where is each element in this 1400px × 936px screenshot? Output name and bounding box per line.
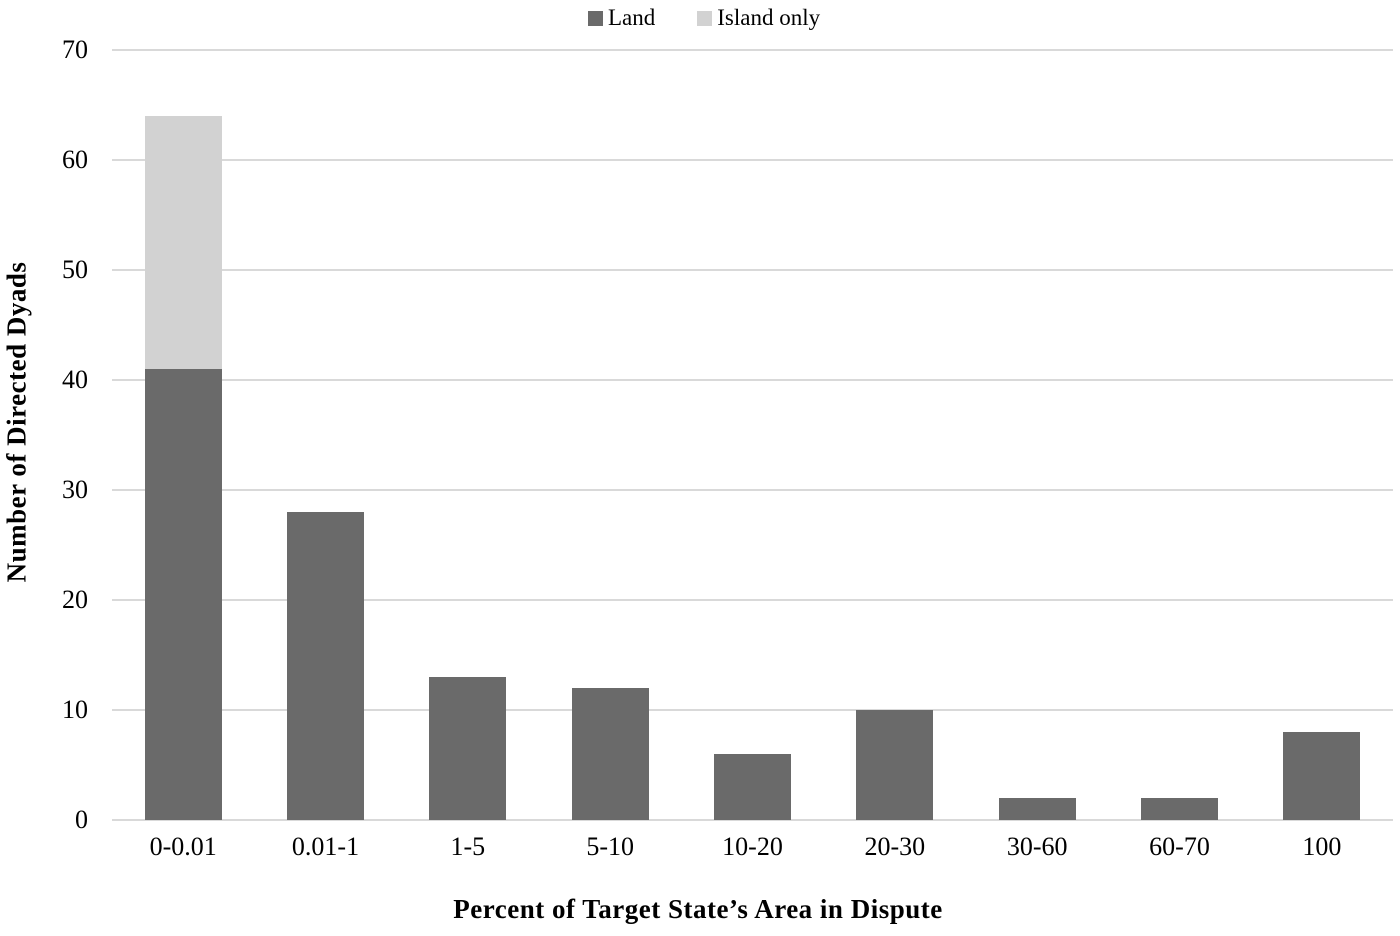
y-tick-label-20: 20 bbox=[62, 585, 88, 614]
land-swatch-icon bbox=[588, 10, 603, 26]
x-tick-label-0-0.01: 0-0.01 bbox=[149, 832, 217, 861]
x-tick-label-5-10: 5-10 bbox=[586, 832, 634, 861]
y-tick-label-10: 10 bbox=[62, 695, 88, 724]
bar-segment-land-0-0.01 bbox=[144, 369, 222, 820]
y-tick-label-40: 40 bbox=[62, 365, 88, 394]
y-tick-label-30: 30 bbox=[62, 475, 88, 504]
x-tick-label-10-20: 10-20 bbox=[722, 832, 783, 861]
island-only-swatch-icon bbox=[697, 10, 713, 26]
gridline-60 bbox=[112, 159, 1393, 161]
gridline-30 bbox=[112, 489, 1393, 491]
x-tick-label-30-60: 30-60 bbox=[1006, 832, 1068, 861]
gridline-20 bbox=[112, 599, 1393, 601]
y-tick-label-0: 0 bbox=[75, 805, 88, 834]
legend: Land Island only bbox=[588, 5, 820, 31]
bar-segment-land-100 bbox=[1283, 732, 1361, 820]
legend-label-land: Land bbox=[608, 5, 656, 30]
legend-item-island-only: Island only bbox=[697, 5, 820, 31]
x-axis-line bbox=[112, 819, 1393, 821]
x-tick-label-1-5: 1-5 bbox=[450, 832, 486, 861]
bar-segment-land-20-30 bbox=[856, 710, 934, 820]
bar-segment-land-5-10 bbox=[571, 688, 649, 820]
gridline-40 bbox=[112, 379, 1393, 381]
bar-segment-land-0.01-1 bbox=[287, 512, 364, 820]
x-tick-label-0.01-1: 0.01-1 bbox=[291, 832, 360, 861]
y-tick-label-50: 50 bbox=[62, 255, 88, 284]
gridline-70 bbox=[112, 49, 1393, 51]
y-axis-title: Number of Directed Dyads bbox=[1, 261, 32, 583]
gridline-10 bbox=[112, 709, 1393, 711]
bar-segment-island-only-0-0.01 bbox=[144, 116, 222, 369]
x-axis-title: Percent of Target State’s Area in Disput… bbox=[453, 894, 943, 924]
bar-segment-land-1-5 bbox=[429, 677, 507, 820]
x-tick-label-20-30: 20-30 bbox=[864, 832, 926, 861]
plot-area bbox=[112, 49, 1393, 821]
bar-segment-land-60-70 bbox=[1141, 798, 1218, 820]
legend-item-land: Land bbox=[588, 5, 655, 31]
x-tick-label-60-70: 60-70 bbox=[1149, 832, 1210, 861]
legend-label-island-only: Island only bbox=[717, 5, 821, 30]
bar-segment-land-10-20 bbox=[714, 754, 791, 820]
gridline-50 bbox=[112, 269, 1393, 271]
bar-segment-land-30-60 bbox=[998, 798, 1076, 820]
y-tick-label-60: 60 bbox=[62, 145, 88, 174]
y-tick-label-70: 70 bbox=[62, 35, 88, 64]
x-tick-label-100: 100 bbox=[1302, 832, 1342, 861]
